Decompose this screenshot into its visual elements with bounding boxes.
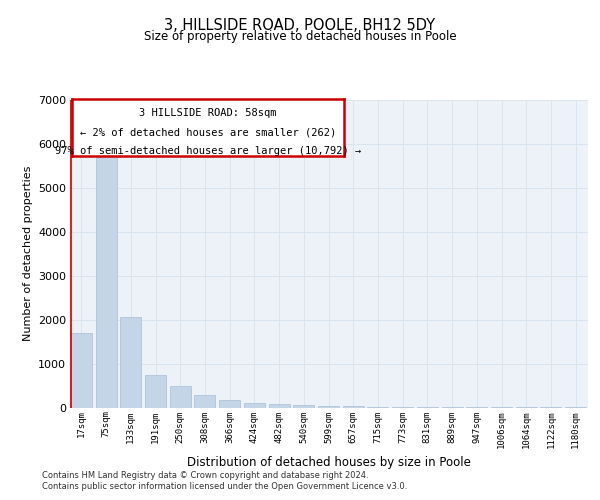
Bar [71,333,92,407]
Bar [244,403,265,407]
Bar [367,407,388,408]
Bar [145,374,166,408]
Bar [170,386,191,407]
Bar [293,406,314,407]
Bar [269,404,290,407]
Text: 3, HILLSIDE ROAD, POOLE, BH12 5DY: 3, HILLSIDE ROAD, POOLE, BH12 5DY [164,18,436,32]
Text: Contains public sector information licensed under the Open Government Licence v3: Contains public sector information licen… [42,482,407,491]
Text: 97% of semi-detached houses are larger (10,792) →: 97% of semi-detached houses are larger (… [55,146,361,156]
Y-axis label: Number of detached properties: Number of detached properties [23,166,32,342]
Text: ← 2% of detached houses are smaller (262): ← 2% of detached houses are smaller (262… [80,127,337,137]
Text: Contains HM Land Registry data © Crown copyright and database right 2024.: Contains HM Land Registry data © Crown c… [42,471,368,480]
Bar [194,396,215,407]
Text: Size of property relative to detached houses in Poole: Size of property relative to detached ho… [143,30,457,43]
Bar [120,318,141,408]
Text: 3 HILLSIDE ROAD: 58sqm: 3 HILLSIDE ROAD: 58sqm [139,108,277,118]
Bar [318,406,339,407]
Bar [95,152,116,408]
Bar [219,400,240,407]
Bar [343,406,364,408]
X-axis label: Distribution of detached houses by size in Poole: Distribution of detached houses by size … [187,456,470,469]
